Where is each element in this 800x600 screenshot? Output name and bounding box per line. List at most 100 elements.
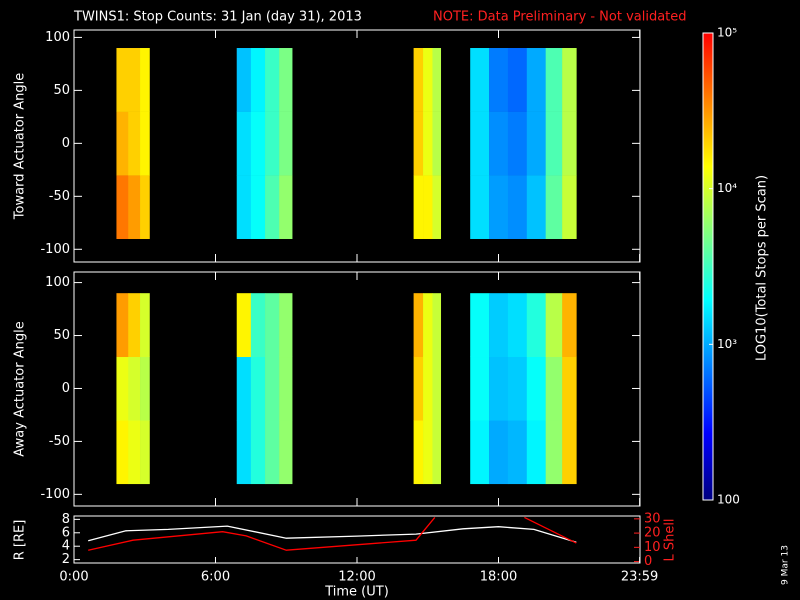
heatmap-cell bbox=[526, 293, 546, 358]
x-tick-label: 18:00 bbox=[480, 570, 517, 585]
heatmap-cell bbox=[526, 356, 546, 421]
y2-tick-label: 30 bbox=[644, 511, 661, 526]
heatmap-cell bbox=[470, 420, 490, 485]
heatmap-cell bbox=[413, 293, 424, 358]
heatmap-cell bbox=[545, 356, 563, 421]
heatmap-cell bbox=[236, 111, 252, 176]
y-tick-label: 6 bbox=[62, 525, 70, 540]
heatmap-cell bbox=[140, 111, 150, 176]
heatmap-cell bbox=[250, 111, 266, 176]
heatmap-cell bbox=[116, 175, 129, 239]
y-axis-label: Away Actuator Angle bbox=[13, 321, 28, 456]
heatmap-cell bbox=[236, 48, 252, 112]
y-axis-label: R [RE] bbox=[13, 520, 28, 561]
heatmap-cell bbox=[507, 420, 528, 485]
heatmap-cell bbox=[526, 175, 546, 239]
heatmap-cell bbox=[545, 293, 563, 358]
heatmap-cell bbox=[562, 175, 577, 239]
heatmap-cell bbox=[507, 175, 528, 239]
heatmap-cell bbox=[265, 420, 280, 485]
heatmap-cell bbox=[432, 356, 442, 421]
heatmap-cell bbox=[265, 356, 280, 421]
y2-tick-label: 0 bbox=[644, 554, 652, 569]
y-tick-label: 100 bbox=[45, 30, 70, 45]
heatmap-cell bbox=[470, 175, 490, 239]
heatmap-cell bbox=[489, 293, 509, 358]
heatmap-cell bbox=[526, 420, 546, 485]
heatmap-cell bbox=[128, 48, 141, 112]
heatmap-cell bbox=[265, 293, 280, 358]
heatmap-cell bbox=[423, 420, 433, 485]
x-tick-label: 0:00 bbox=[59, 570, 88, 585]
heatmap-cell bbox=[116, 293, 129, 358]
y-tick-label: 0 bbox=[62, 136, 70, 151]
heatmap-cell bbox=[279, 293, 293, 358]
heatmap-cell bbox=[140, 48, 150, 112]
line bbox=[88, 516, 577, 551]
heatmap-cell bbox=[545, 175, 563, 239]
heatmap-cell bbox=[236, 175, 252, 239]
heatmap-cell bbox=[432, 111, 442, 176]
colorbar-label: LOG10(Total Stops per Scan) bbox=[755, 175, 770, 361]
heatmap-cell bbox=[432, 420, 442, 485]
heatmap-cell bbox=[140, 175, 150, 239]
heatmap-cell bbox=[279, 420, 293, 485]
y-tick-label: -50 bbox=[49, 189, 70, 204]
y-tick-label: -100 bbox=[40, 242, 70, 257]
heatmap-cell bbox=[507, 293, 528, 358]
y-tick-label: 2 bbox=[62, 552, 70, 567]
heatmap-cell bbox=[562, 420, 577, 485]
heatmap-cell bbox=[236, 356, 252, 421]
heatmap-cell bbox=[545, 420, 563, 485]
heatmap-cell bbox=[423, 48, 433, 112]
heatmap-cell bbox=[507, 356, 528, 421]
heatmap-cell bbox=[279, 175, 293, 239]
y-tick-label: 100 bbox=[45, 275, 70, 290]
heatmap-cell bbox=[470, 111, 490, 176]
heatmap-cell bbox=[279, 111, 293, 176]
y-tick-label: -50 bbox=[49, 434, 70, 449]
heatmap-cell bbox=[423, 356, 433, 421]
x-tick-label: 12:00 bbox=[338, 570, 375, 585]
heatmap-cell bbox=[250, 48, 266, 112]
heatmap-cell bbox=[470, 48, 490, 112]
x-axis-label: Time (UT) bbox=[324, 585, 389, 600]
heatmap-cell bbox=[507, 48, 528, 112]
heatmap-cell bbox=[128, 356, 141, 421]
heatmap-cell bbox=[470, 356, 490, 421]
heatmap-cell bbox=[545, 111, 563, 176]
heatmap-cell bbox=[562, 111, 577, 176]
heatmap-cell bbox=[562, 356, 577, 421]
heatmap-cell bbox=[432, 175, 442, 239]
heatmap-cell bbox=[423, 293, 433, 358]
heatmap-cell bbox=[250, 175, 266, 239]
heatmap-cell bbox=[116, 356, 129, 421]
heatmap-cell bbox=[140, 356, 150, 421]
heatmap-cell bbox=[562, 293, 577, 358]
heatmap-cell bbox=[279, 48, 293, 112]
heatmap-cell bbox=[128, 420, 141, 485]
heatmap-cell bbox=[507, 111, 528, 176]
heatmap-cell bbox=[413, 48, 424, 112]
heatmap-cell bbox=[545, 48, 563, 112]
line bbox=[88, 525, 577, 543]
heatmap-cell bbox=[489, 48, 509, 112]
y-axis-label: Toward Actuator Angle bbox=[13, 73, 28, 220]
heatmap-cell bbox=[265, 48, 280, 112]
heatmap-cell bbox=[423, 111, 433, 176]
heatmap-cell bbox=[432, 293, 442, 358]
heatmap-cell bbox=[116, 48, 129, 112]
heatmap-cell bbox=[423, 175, 433, 239]
heatmap-cell bbox=[489, 420, 509, 485]
colorbar bbox=[702, 32, 714, 501]
colorbar-tick-label: 10³ bbox=[717, 337, 737, 351]
y2-tick-label: 20 bbox=[644, 526, 661, 541]
heatmap-cell bbox=[562, 48, 577, 112]
heatmap-cell bbox=[265, 111, 280, 176]
heatmap-cell bbox=[470, 293, 490, 358]
heatmap-cell bbox=[128, 293, 141, 358]
heatmap-cell bbox=[128, 175, 141, 239]
heatmap-cell bbox=[140, 420, 150, 485]
heatmap-cell bbox=[413, 420, 424, 485]
